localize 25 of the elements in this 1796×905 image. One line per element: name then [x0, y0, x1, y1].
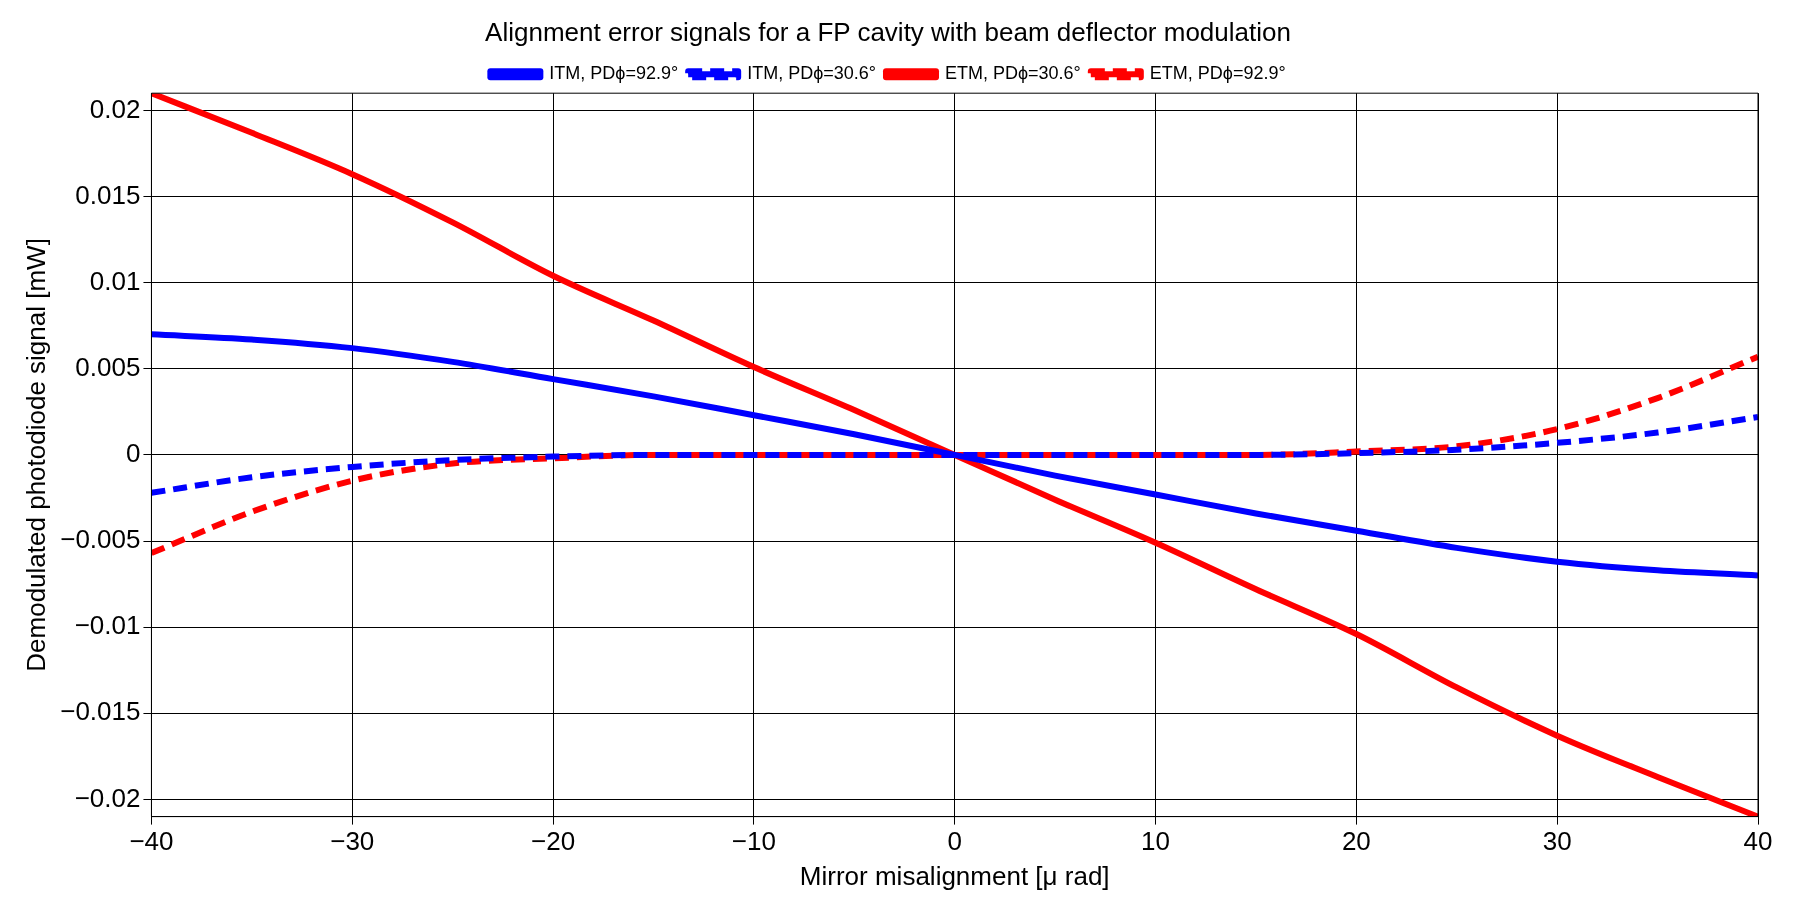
x-tick-label: 10	[1141, 826, 1170, 857]
y-tick-label: 0.015	[75, 179, 141, 210]
legend-label: ETM, PDϕ=92.9°	[1149, 63, 1286, 84]
y-tick-label: −0.005	[60, 524, 141, 555]
y-tick-label: −0.01	[74, 610, 141, 641]
x-tick-label: −30	[330, 826, 375, 857]
x-axis-title: Mirror misalignment [μ rad]	[799, 860, 1110, 891]
x-tick-label: −40	[129, 826, 174, 857]
y-tick-label: 0.02	[89, 93, 141, 124]
y-axis-title: Demodulated photodiode signal [mW]	[20, 238, 51, 672]
legend-label: ITM, PDϕ=30.6°	[747, 63, 876, 84]
x-tick-label: 40	[1743, 826, 1773, 857]
x-tick-label: −20	[531, 826, 576, 857]
y-tick-label: 0.005	[75, 351, 141, 382]
y-tick-label: −0.02	[74, 782, 141, 813]
x-tick-label: 0	[947, 826, 962, 857]
legend-label: ITM, PDϕ=92.9°	[549, 63, 679, 84]
x-tick-label: −10	[731, 826, 776, 857]
y-tick-label: 0.01	[89, 265, 141, 296]
y-tick-label: 0	[125, 438, 141, 469]
x-tick-label: 30	[1542, 826, 1572, 857]
legend-label: ETM, PDϕ=30.6°	[945, 63, 1081, 84]
chart-title: Alignment error signals for a FP cavity with beam deflector modulation	[485, 16, 1291, 47]
x-tick-label: 20	[1341, 826, 1371, 857]
y-tick-label: −0.015	[60, 696, 141, 727]
